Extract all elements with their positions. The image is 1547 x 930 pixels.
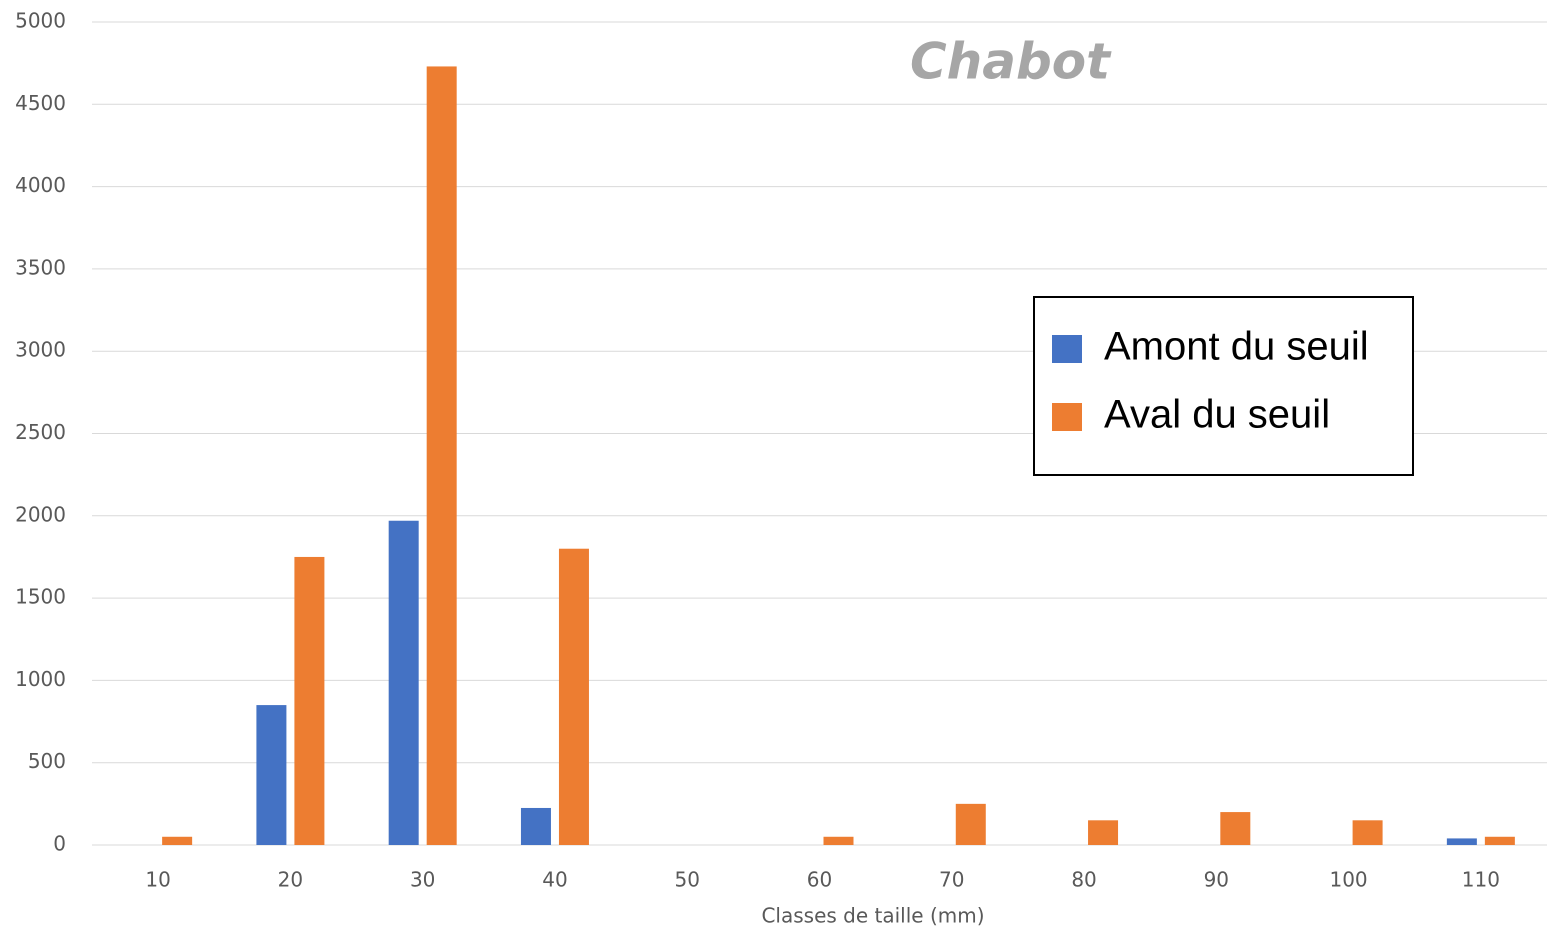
bar [426,66,457,845]
y-tick-label: 2000 [15,502,66,526]
y-tick-label: 4500 [15,91,66,115]
x-tick-label: 90 [1204,868,1229,892]
bar [520,807,551,845]
bar [1484,836,1515,845]
y-tick-label: 5000 [15,9,66,33]
y-tick-label: 4000 [15,173,66,197]
bar [1088,820,1119,845]
y-tick-label: 500 [28,749,66,773]
x-tick-label: 50 [675,868,700,892]
legend: Amont du seuil Aval du seuil [1033,296,1414,476]
x-tick-label: 80 [1071,868,1096,892]
bar [162,836,193,845]
x-tick-label: 100 [1329,868,1367,892]
x-axis-label: Classes de taille (mm) [761,904,984,928]
y-tick-label: 3000 [15,338,66,362]
x-tick-label: 10 [145,868,170,892]
bar [388,520,419,845]
bar [1446,838,1477,845]
y-tick-label: 2500 [15,420,66,444]
y-tick-label: 0 [53,832,66,856]
bar [1220,812,1251,845]
legend-swatch [1052,335,1082,363]
x-tick-label: 60 [807,868,832,892]
legend-label: Amont du seuil [1104,325,1369,369]
bar [558,548,589,845]
x-tick-label: 110 [1462,868,1500,892]
x-tick-label: 70 [939,868,964,892]
legend-box [1033,296,1414,476]
x-tick-label: 20 [278,868,303,892]
y-tick-label: 3500 [15,255,66,279]
bar [823,836,854,845]
x-tick-label: 40 [542,868,567,892]
x-tick-label: 30 [410,868,435,892]
bar [955,803,986,845]
y-tick-label: 1500 [15,585,66,609]
chart-title: Chabot [910,33,1112,91]
bar [1352,820,1383,845]
y-tick-label: 1000 [15,667,66,691]
bar [256,705,287,845]
legend-label: Aval du seuil [1104,393,1330,437]
legend-swatch [1052,403,1082,431]
bar [294,556,325,845]
